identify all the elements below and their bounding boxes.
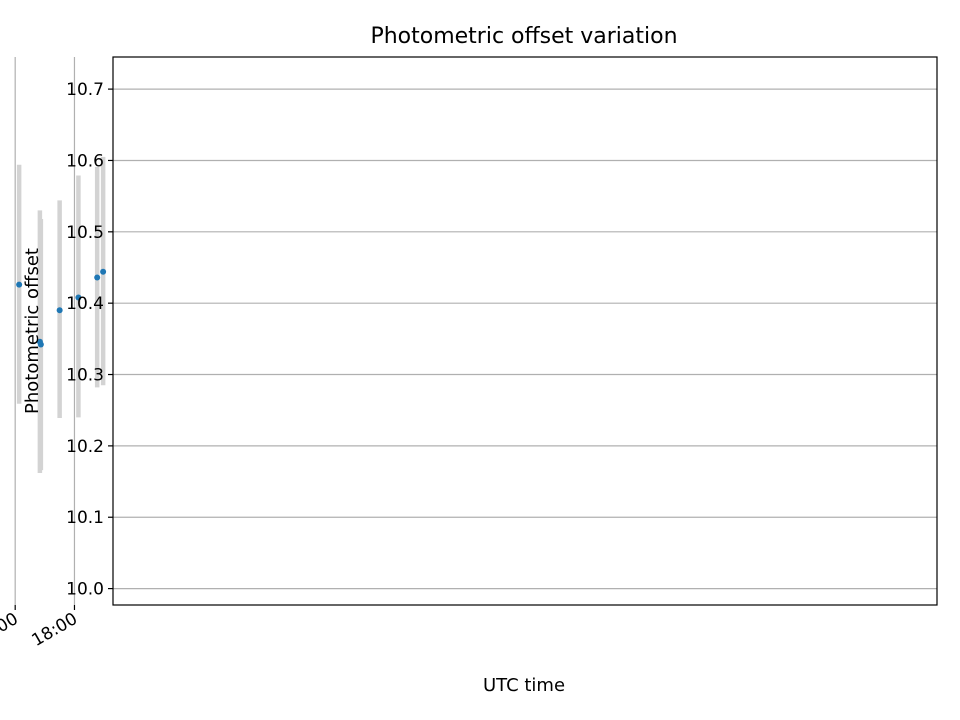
y-tick-label: 10.1	[66, 508, 104, 528]
data-points	[16, 268, 107, 348]
y-tick-label: 10.5	[66, 223, 104, 243]
y-tick-label: 10.0	[66, 580, 104, 600]
y-axis-label: Photometric offset	[22, 248, 43, 414]
data-point	[94, 274, 101, 281]
y-tick-label: 10.2	[66, 437, 104, 457]
data-point	[56, 307, 63, 314]
x-axis-label: UTC time	[483, 675, 565, 696]
plot-frame	[112, 56, 938, 606]
chart-title: Photometric offset variation	[370, 24, 677, 49]
y-tick-label: 10.7	[66, 80, 104, 100]
grid	[14, 57, 937, 605]
data-point	[100, 268, 107, 275]
data-point	[75, 294, 82, 301]
data-point	[36, 338, 43, 345]
data-point	[16, 281, 23, 288]
y-tick-label: 10.4	[66, 294, 104, 314]
y-tick-label: 10.6	[66, 151, 104, 171]
y-tick-label: 10.3	[66, 366, 104, 386]
y-ticks: 10.0 10.1 10.2 10.3 10.4 10.5 10.6 10.7	[66, 80, 113, 600]
